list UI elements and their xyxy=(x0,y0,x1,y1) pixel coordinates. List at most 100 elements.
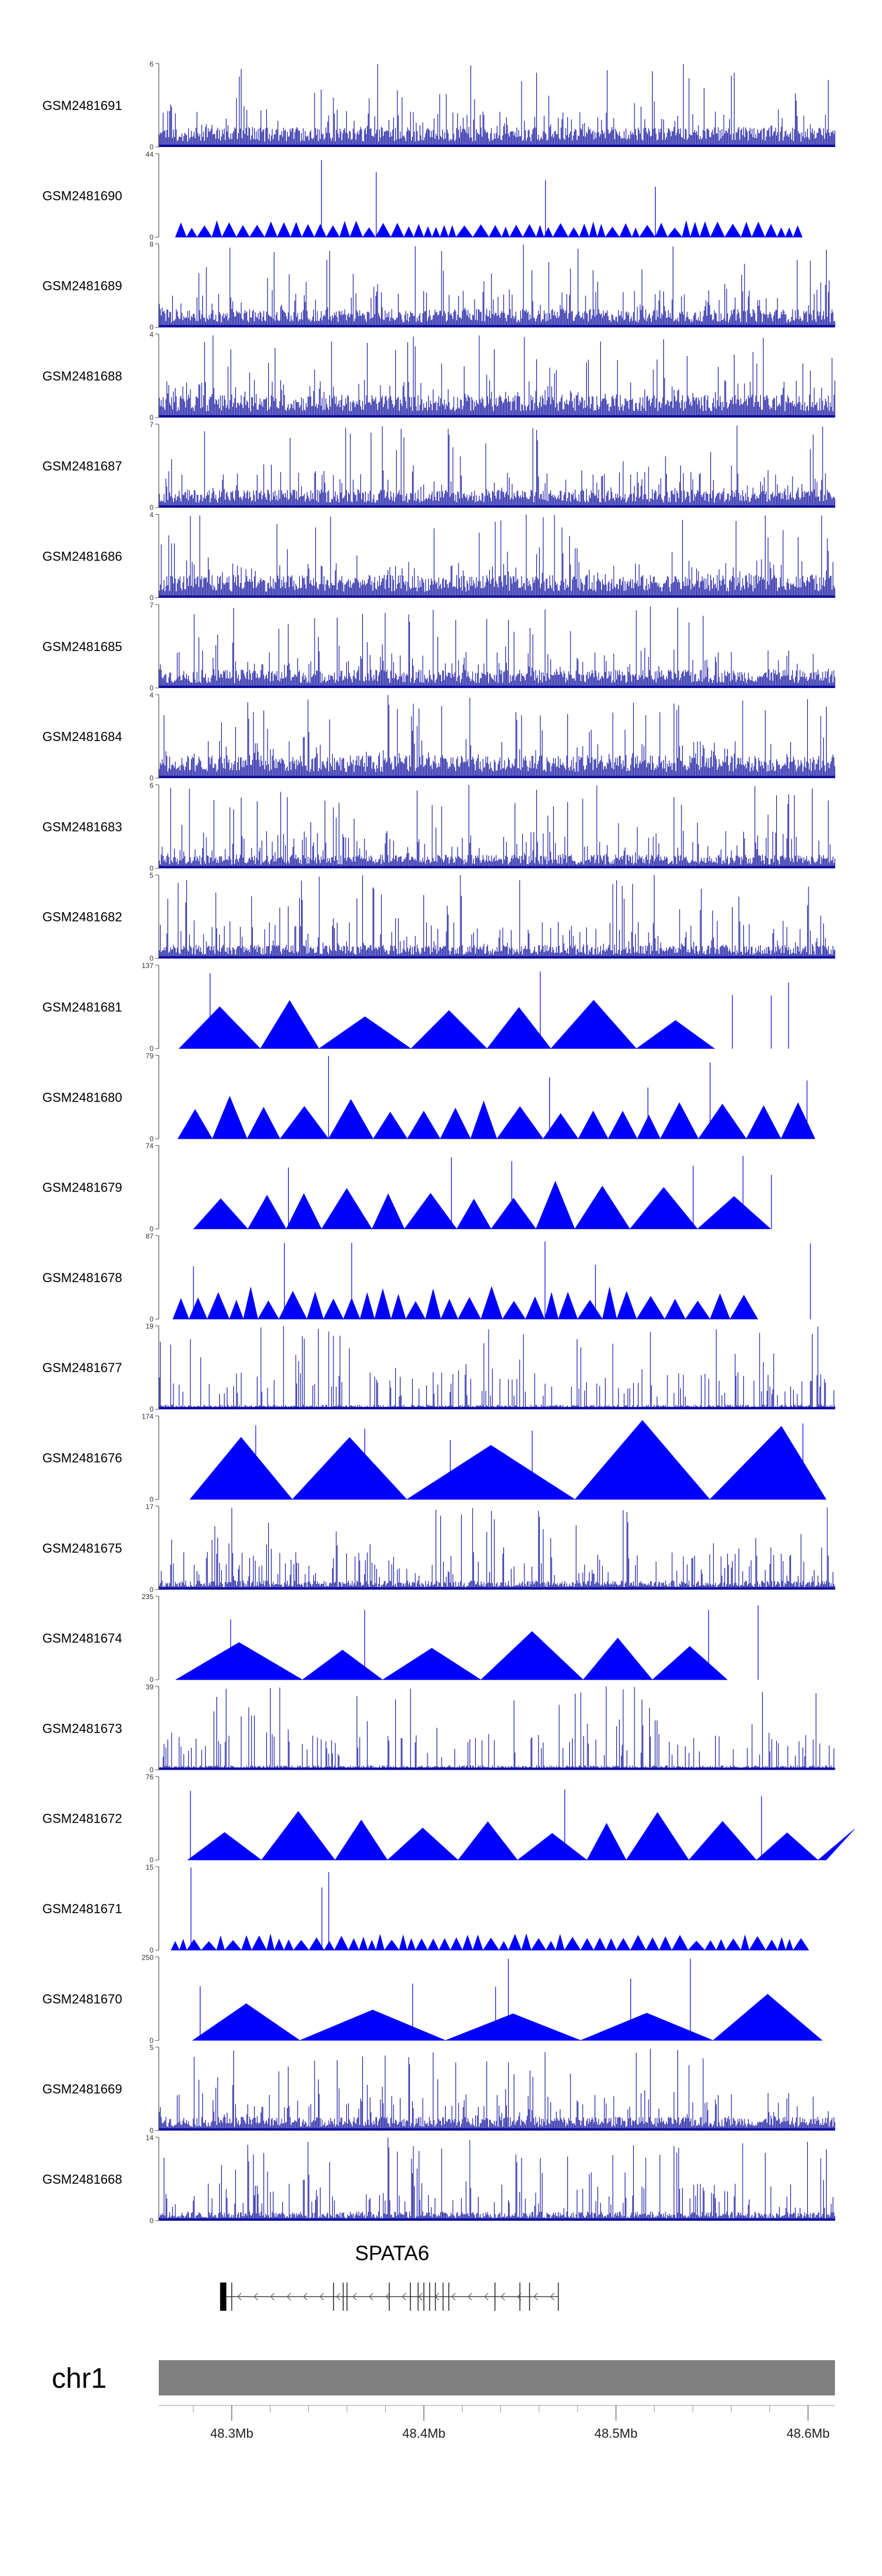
y-min-label: 0 xyxy=(149,594,153,602)
track-label: GSM2481671 xyxy=(42,1901,122,1916)
track-GSM2481672: GSM2481672 76 0 xyxy=(42,1773,855,1864)
strand-arrow xyxy=(286,2293,291,2301)
track-label: GSM2481669 xyxy=(42,2082,122,2097)
peak-spike xyxy=(255,1423,804,1500)
y-max-label: 5 xyxy=(149,2044,153,2052)
coverage-signal xyxy=(159,514,836,598)
gene-name-label: SPATA6 xyxy=(355,2242,429,2265)
y-min-label: 0 xyxy=(149,2036,153,2044)
y-min-label: 0 xyxy=(149,864,153,872)
track-GSM2481669: GSM2481669 5 0 xyxy=(42,2044,836,2135)
strand-arrow xyxy=(319,2293,324,2301)
track-label: GSM2481678 xyxy=(42,1270,122,1285)
coverage-signal xyxy=(159,606,836,688)
strand-arrow xyxy=(237,2293,242,2301)
peak-spike xyxy=(230,1605,759,1680)
strand-arrow xyxy=(352,2293,357,2301)
track-GSM2481684: GSM2481684 4 0 xyxy=(42,691,836,782)
track-label: GSM2481684 xyxy=(42,729,122,744)
coverage-signal xyxy=(159,1686,836,1770)
coverage-signal xyxy=(159,2049,836,2131)
track-GSM2481671: GSM2481671 15 0 xyxy=(42,1863,810,1954)
track-label: GSM2481672 xyxy=(42,1811,122,1826)
y-max-label: 8 xyxy=(149,241,153,249)
strand-arrow xyxy=(402,2293,406,2301)
peak-spike xyxy=(190,1789,762,1860)
peak-signal xyxy=(178,1000,716,1049)
track-GSM2481691: GSM2481691 6 0 xyxy=(42,60,836,151)
coverage-signal xyxy=(159,2137,836,2221)
gene-annotation-track: SPATA6 xyxy=(220,2242,559,2311)
y-min-label: 0 xyxy=(149,503,153,512)
peak-signal xyxy=(189,1420,827,1500)
y-max-label: 19 xyxy=(146,1322,154,1330)
coverage-baseline xyxy=(159,145,835,147)
peak-signal xyxy=(171,1933,810,1951)
peak-signal xyxy=(187,1811,855,1861)
chromosome-ideogram xyxy=(159,2360,835,2395)
y-max-label: 5 xyxy=(149,872,153,880)
y-min-label: 0 xyxy=(149,233,153,241)
y-min-label: 0 xyxy=(149,1134,153,1143)
track-label: GSM2481682 xyxy=(42,910,122,925)
coverage-signal xyxy=(159,244,836,328)
strand-arrow xyxy=(500,2293,505,2301)
strand-arrow xyxy=(517,2293,522,2301)
strand-arrow xyxy=(467,2293,472,2301)
coverage-baseline xyxy=(159,2218,835,2221)
y-max-label: 14 xyxy=(146,2134,154,2142)
track-label: GSM2481673 xyxy=(42,1721,122,1736)
y-min-label: 0 xyxy=(149,1586,153,1594)
y-min-label: 0 xyxy=(149,774,153,782)
track-GSM2481670: GSM2481670 250 0 xyxy=(42,1953,823,2044)
y-max-label: 4 xyxy=(149,331,153,339)
y-max-label: 4 xyxy=(149,511,153,519)
track-label: GSM2481679 xyxy=(42,1180,122,1195)
y-min-label: 0 xyxy=(149,2127,153,2135)
track-label: GSM2481691 xyxy=(42,98,122,113)
strand-arrow xyxy=(270,2293,275,2301)
coverage-baseline xyxy=(159,685,835,688)
track-GSM2481686: GSM2481686 4 0 xyxy=(42,511,836,602)
strand-arrow xyxy=(533,2293,538,2301)
coverage-signal xyxy=(159,875,836,959)
track-label: GSM2481690 xyxy=(42,188,122,203)
track-label: GSM2481683 xyxy=(42,819,122,834)
y-min-label: 0 xyxy=(149,413,153,422)
y-min-label: 0 xyxy=(149,1045,153,1053)
coverage-baseline xyxy=(159,776,835,779)
track-GSM2481679: GSM2481679 74 0 xyxy=(42,1142,772,1233)
y-min-label: 0 xyxy=(149,2217,153,2225)
coverage-baseline xyxy=(159,505,835,508)
y-min-label: 0 xyxy=(149,684,153,692)
track-GSM2481687: GSM2481687 7 0 xyxy=(42,421,836,512)
y-max-label: 87 xyxy=(146,1232,154,1240)
y-min-label: 0 xyxy=(149,1405,153,1413)
y-max-label: 235 xyxy=(142,1593,153,1601)
peak-spike xyxy=(321,160,656,238)
strand-arrow xyxy=(385,2293,390,2301)
track-GSM2481688: GSM2481688 4 0 xyxy=(42,331,836,422)
y-max-label: 17 xyxy=(146,1503,154,1511)
track-label: GSM2481676 xyxy=(42,1451,122,1466)
y-min-label: 0 xyxy=(149,1856,153,1864)
y-min-label: 0 xyxy=(149,1225,153,1233)
track-GSM2481680: GSM2481680 79 0 xyxy=(42,1052,816,1143)
genome-axis: 48.3Mb 48.4Mb 48.5Mb 48.6Mb xyxy=(159,2405,835,2441)
y-max-label: 79 xyxy=(146,1052,154,1060)
peak-spike xyxy=(191,1867,329,1950)
coverage-baseline xyxy=(159,325,835,328)
y-min-label: 0 xyxy=(149,1946,153,1954)
coverage-signal xyxy=(159,425,836,508)
y-min-label: 0 xyxy=(149,1315,153,1323)
coverage-baseline xyxy=(159,1587,835,1590)
y-max-label: 137 xyxy=(142,962,153,970)
y-min-label: 0 xyxy=(149,143,153,151)
track-GSM2481673: GSM2481673 39 0 xyxy=(42,1683,836,1774)
track-GSM2481677: GSM2481677 19 0 xyxy=(42,1322,836,1413)
gene-utr-block xyxy=(220,2283,226,2311)
strand-arrow xyxy=(336,2293,340,2301)
coverage-signal xyxy=(159,335,836,418)
track-GSM2481683: GSM2481683 6 0 xyxy=(42,781,836,872)
